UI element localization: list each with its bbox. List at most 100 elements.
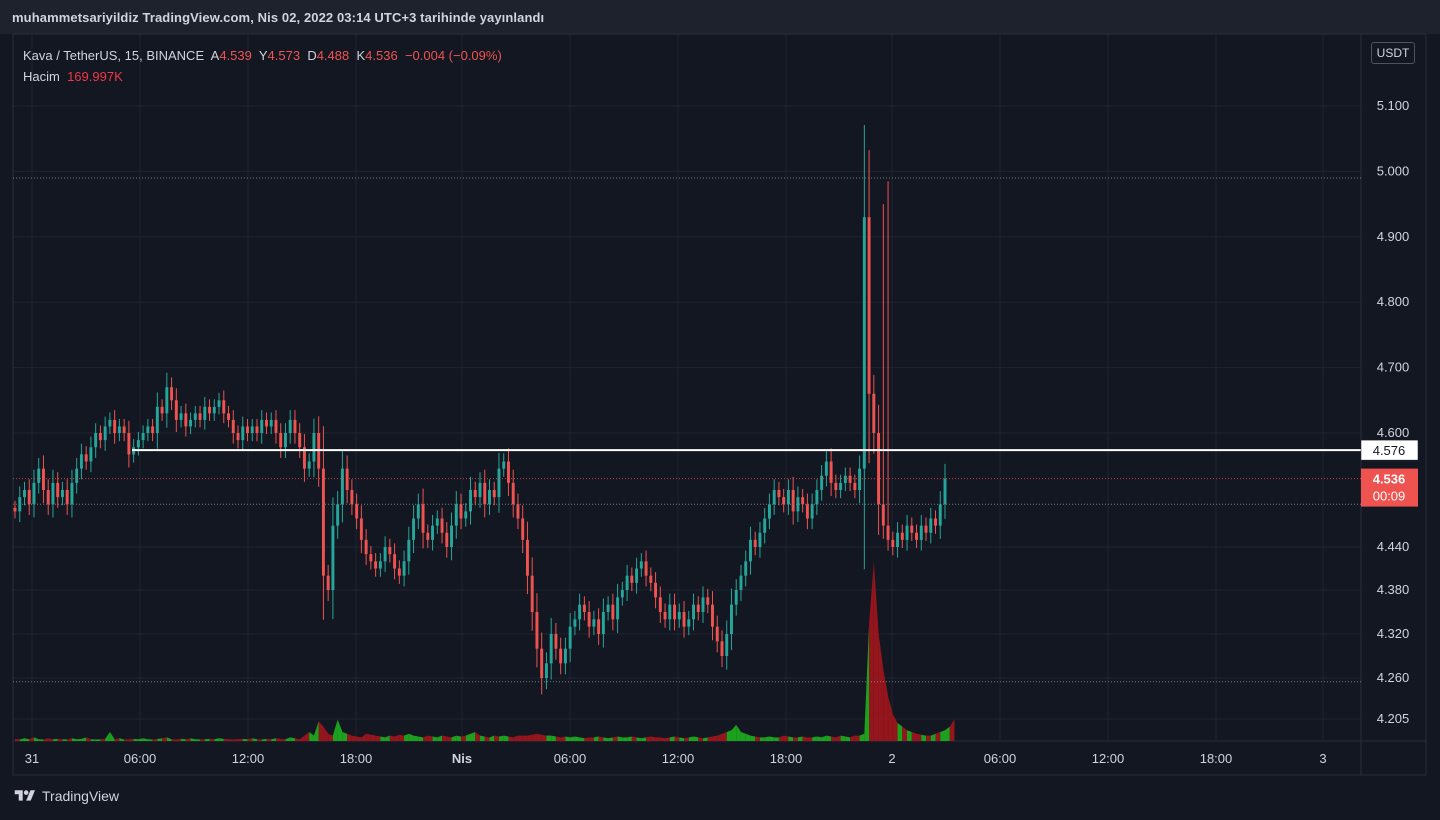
volume-segment bbox=[603, 737, 609, 741]
volume-segment bbox=[546, 735, 552, 741]
volume-segment bbox=[878, 633, 884, 741]
volume-segment bbox=[669, 736, 675, 741]
candle-body bbox=[820, 475, 824, 490]
volume-segment bbox=[940, 730, 945, 741]
volume-segment bbox=[764, 736, 770, 741]
volume-segment bbox=[43, 738, 49, 741]
candle-body bbox=[573, 619, 577, 627]
volume-segment bbox=[342, 732, 348, 741]
candle-body bbox=[744, 561, 748, 576]
price-tick-label: 5.000 bbox=[1377, 163, 1410, 178]
time-tick-label: 12:00 bbox=[232, 751, 265, 766]
volume-segment bbox=[114, 738, 120, 741]
volume-segment bbox=[475, 732, 480, 741]
volume-segment bbox=[461, 735, 466, 741]
candle-body bbox=[208, 406, 212, 414]
volume-label[interactable]: Hacim bbox=[23, 69, 60, 84]
time-scale[interactable]: 31 06:00 12:00 18:00 Nis 06:00 12:00 18:00 2 06:0… bbox=[25, 751, 1327, 766]
volume-segment bbox=[821, 735, 827, 741]
candle-body bbox=[103, 426, 107, 441]
candle-body bbox=[587, 612, 591, 627]
volume-segment bbox=[740, 732, 746, 741]
candle-body bbox=[345, 468, 349, 490]
candle-body bbox=[877, 433, 881, 505]
candle-body bbox=[597, 619, 601, 634]
candle-body bbox=[397, 568, 401, 576]
volume-segment bbox=[797, 736, 803, 741]
candle-body bbox=[682, 612, 686, 627]
volume-segment bbox=[380, 736, 386, 741]
candle-body bbox=[915, 532, 919, 540]
time-tick-label: 2 bbox=[888, 751, 895, 766]
candle-body bbox=[302, 447, 306, 469]
price-scale[interactable]: 4.205 4.260 4.320 4.380 4.440 4.600 4.700 4.800… bbox=[1377, 98, 1410, 726]
candle-body bbox=[739, 575, 743, 590]
candle-body bbox=[431, 525, 435, 540]
volume-segment bbox=[456, 735, 462, 741]
time-tick-label: 12:00 bbox=[1092, 751, 1125, 766]
volume-segment bbox=[907, 730, 912, 741]
volume-segment bbox=[508, 736, 514, 741]
candle-body bbox=[606, 604, 610, 612]
volume-segment bbox=[769, 736, 775, 741]
candle-body bbox=[815, 490, 819, 505]
volume-segment bbox=[897, 723, 903, 741]
candle-body bbox=[412, 518, 416, 540]
candle-body bbox=[611, 604, 615, 620]
candle-body bbox=[56, 482, 60, 498]
candle-body bbox=[730, 604, 733, 634]
volume-segment bbox=[717, 733, 722, 741]
volume-segment bbox=[698, 737, 704, 741]
candle-body bbox=[616, 597, 620, 620]
volume-segment bbox=[442, 735, 447, 741]
candle-body bbox=[635, 568, 639, 583]
candle-body bbox=[98, 433, 102, 441]
volume-segment bbox=[19, 738, 25, 741]
tradingview-logo-icon bbox=[14, 790, 35, 801]
candle-body bbox=[734, 590, 738, 605]
volume-segment bbox=[916, 733, 922, 741]
candle-body bbox=[13, 507, 17, 512]
candle-body bbox=[630, 575, 634, 583]
candle-body bbox=[469, 490, 472, 512]
candle-body bbox=[407, 539, 411, 562]
candle-body bbox=[60, 490, 64, 498]
tradingview-brand[interactable]: TradingView bbox=[12, 788, 119, 804]
candle-body bbox=[943, 478, 947, 505]
volume-segment bbox=[873, 561, 879, 741]
volume-segment bbox=[921, 734, 927, 741]
candle-body bbox=[193, 413, 197, 420]
volume-segment bbox=[299, 735, 305, 741]
candle-body bbox=[269, 419, 273, 427]
volume-segment bbox=[242, 738, 248, 741]
volume-segment bbox=[617, 736, 623, 741]
volume-segment bbox=[688, 736, 694, 741]
candle-body bbox=[625, 575, 629, 590]
volume-segment bbox=[840, 735, 846, 741]
candle-body bbox=[146, 426, 150, 433]
volume-segment bbox=[351, 735, 357, 741]
volume-segment bbox=[318, 721, 324, 741]
volume-segment bbox=[223, 738, 229, 741]
publish-text: muhammetsariyildiz TradingView.com, Nis … bbox=[12, 10, 545, 25]
volume-segment bbox=[835, 735, 841, 741]
symbol-name[interactable]: Kava / TetherUS, 15, BINANCE bbox=[23, 48, 205, 63]
close-label: K bbox=[356, 48, 366, 63]
candle-body bbox=[241, 426, 245, 441]
currency-button[interactable]: USDT bbox=[1371, 42, 1415, 64]
volume-segment bbox=[375, 735, 381, 741]
candle-body bbox=[70, 482, 74, 505]
volume-segment bbox=[736, 724, 741, 741]
volume-segment bbox=[513, 735, 518, 741]
volume-segment bbox=[195, 739, 201, 741]
volume-segment bbox=[465, 733, 471, 741]
candle-body bbox=[525, 539, 529, 576]
volume-segment bbox=[67, 738, 72, 741]
volume-segment bbox=[579, 737, 585, 741]
candle-body bbox=[340, 468, 344, 505]
time-tick-label: 31 bbox=[25, 751, 39, 766]
candle-body bbox=[79, 454, 83, 469]
candle-body bbox=[805, 504, 809, 519]
candle-body bbox=[246, 426, 249, 433]
